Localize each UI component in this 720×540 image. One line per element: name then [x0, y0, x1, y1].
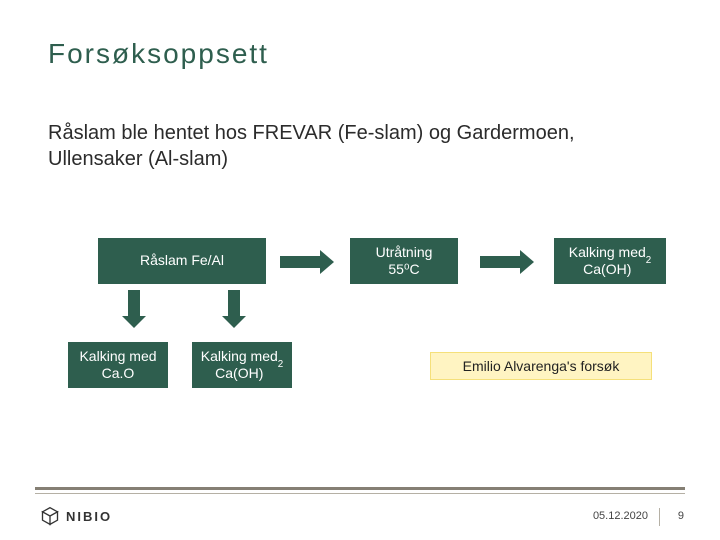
slide-subtitle: Råslam ble hentet hos FREVAR (Fe-slam) o…	[48, 120, 668, 172]
footer-rule	[35, 487, 685, 490]
cube-icon	[40, 506, 60, 526]
footer-rule-thin	[35, 493, 685, 494]
arrow-down-2	[222, 290, 246, 328]
node-utraatning: Utråtning55⁰C	[350, 238, 458, 284]
logo-text: NIBIO	[66, 509, 112, 524]
arrow-down-1	[122, 290, 146, 328]
footer-divider	[659, 508, 660, 526]
logo: NIBIO	[40, 506, 112, 526]
slide-root: Forsøksoppsett Råslam ble hentet hos FRE…	[0, 0, 720, 540]
footer-page: 9	[678, 510, 684, 522]
highlight-box: Emilio Alvarenga's forsøk	[430, 352, 652, 380]
node-kalking1: Kalking medCa.O	[68, 342, 168, 388]
slide-title: Forsøksoppsett	[48, 38, 269, 70]
arrow-right-2	[480, 250, 534, 274]
node-kalking2: Kalking medCa(OH)2	[192, 342, 292, 388]
node-raaslam: Råslam Fe/Al	[98, 238, 266, 284]
node-kalking3: Kalking medCa(OH)2	[554, 238, 666, 284]
arrow-right-1	[280, 250, 334, 274]
footer-date: 05.12.2020	[593, 510, 648, 522]
